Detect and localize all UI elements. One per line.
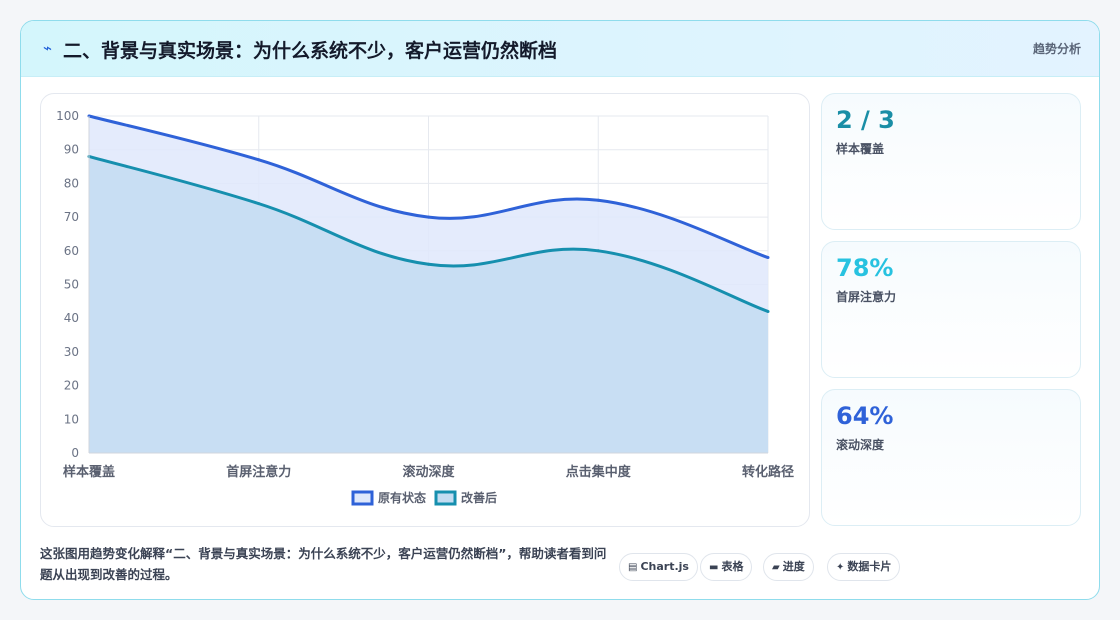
- legend-swatch: [351, 490, 374, 506]
- data-point: [766, 256, 770, 260]
- data-point: [427, 215, 430, 219]
- y-tick-label: 80: [64, 176, 79, 190]
- x-tick-label: 滚动深度: [402, 464, 455, 480]
- legend-label: 原有状态: [378, 490, 426, 505]
- table-icon: ▬: [709, 562, 719, 573]
- stat-value: 2 / 3: [836, 106, 895, 134]
- pill-table[interactable]: ▬ 表格: [700, 553, 753, 581]
- sparkle-icon: ✦: [836, 562, 845, 573]
- stat-label: 首屏注意力: [836, 290, 897, 304]
- chart-icon: ▤: [628, 562, 638, 573]
- stat-label: 滚动深度: [836, 438, 885, 452]
- lightning-icon: ⌁: [43, 39, 53, 57]
- legend-label: 改善后: [461, 490, 497, 505]
- y-tick-label: 30: [64, 345, 79, 359]
- stat-value: 64%: [836, 402, 894, 430]
- pill-progress[interactable]: ▰ 进度: [763, 553, 814, 581]
- chart-description: 这张图用趋势变化解释“二、背景与真实场景：为什么系统不少，客户运营仍然断档”，帮…: [40, 546, 607, 582]
- legend-swatch: [434, 490, 457, 506]
- stat-card-scroll: 64% 滚动深度: [821, 389, 1081, 526]
- header-tag: 趋势分析: [1032, 42, 1081, 56]
- y-tick-label: 50: [64, 278, 79, 292]
- y-tick-label: 90: [64, 143, 79, 157]
- y-tick-label: 0: [71, 446, 79, 460]
- pill-label: Chart.js: [640, 560, 689, 573]
- data-point: [427, 262, 430, 266]
- pill-label: 数据卡片: [847, 560, 892, 573]
- data-point: [257, 202, 261, 206]
- chart-panel: 0 10 20 30 40 50 60 70 80 90 100 样本覆盖 首屏注意力 滚动深度 点击集中度…: [40, 93, 810, 527]
- y-tick-label: 10: [64, 412, 79, 426]
- stat-value: 78%: [836, 254, 894, 282]
- card-header: ⌁ 二、背景与真实场景：为什么系统不少，客户运营仍然断档 趋势分析: [21, 21, 1099, 77]
- pill-chartjs[interactable]: ▤ Chart.js: [619, 553, 698, 581]
- data-point: [257, 158, 261, 162]
- x-tick-label: 样本覆盖: [63, 464, 115, 480]
- progress-icon: ▰: [772, 562, 780, 573]
- series-area-2: [89, 156, 768, 453]
- data-point: [596, 249, 600, 253]
- y-tick-label: 40: [64, 311, 79, 325]
- x-tick-label: 转化路径: [742, 464, 794, 480]
- data-point: [766, 309, 770, 313]
- trend-card: ⌁ 二、背景与真实场景：为什么系统不少，客户运营仍然断档 趋势分析 0 10 20 3…: [20, 20, 1100, 600]
- y-tick-label: 100: [56, 109, 79, 123]
- y-tick-label: 60: [64, 244, 79, 258]
- data-point: [596, 198, 600, 202]
- page-title: 二、背景与真实场景：为什么系统不少，客户运营仍然断档: [63, 40, 558, 62]
- y-tick-label: 70: [64, 210, 79, 224]
- area-chart: 0 10 20 30 40 50 60 70 80 90 100 样本覆盖 首屏注意力 滚动深度 点击集中度…: [56, 109, 794, 506]
- pill-data-cards[interactable]: ✦ 数据卡片: [827, 553, 901, 581]
- x-tick-label: 首屏注意力: [226, 464, 291, 480]
- pill-label: 表格: [721, 560, 744, 573]
- x-tick-label: 点击集中度: [566, 464, 632, 480]
- pill-label: 进度: [782, 560, 805, 573]
- stat-label: 样本覆盖: [836, 142, 885, 156]
- stat-card-attention: 78% 首屏注意力: [821, 241, 1081, 378]
- stat-card-coverage: 2 / 3 样本覆盖: [821, 93, 1081, 230]
- y-tick-label: 20: [64, 379, 79, 393]
